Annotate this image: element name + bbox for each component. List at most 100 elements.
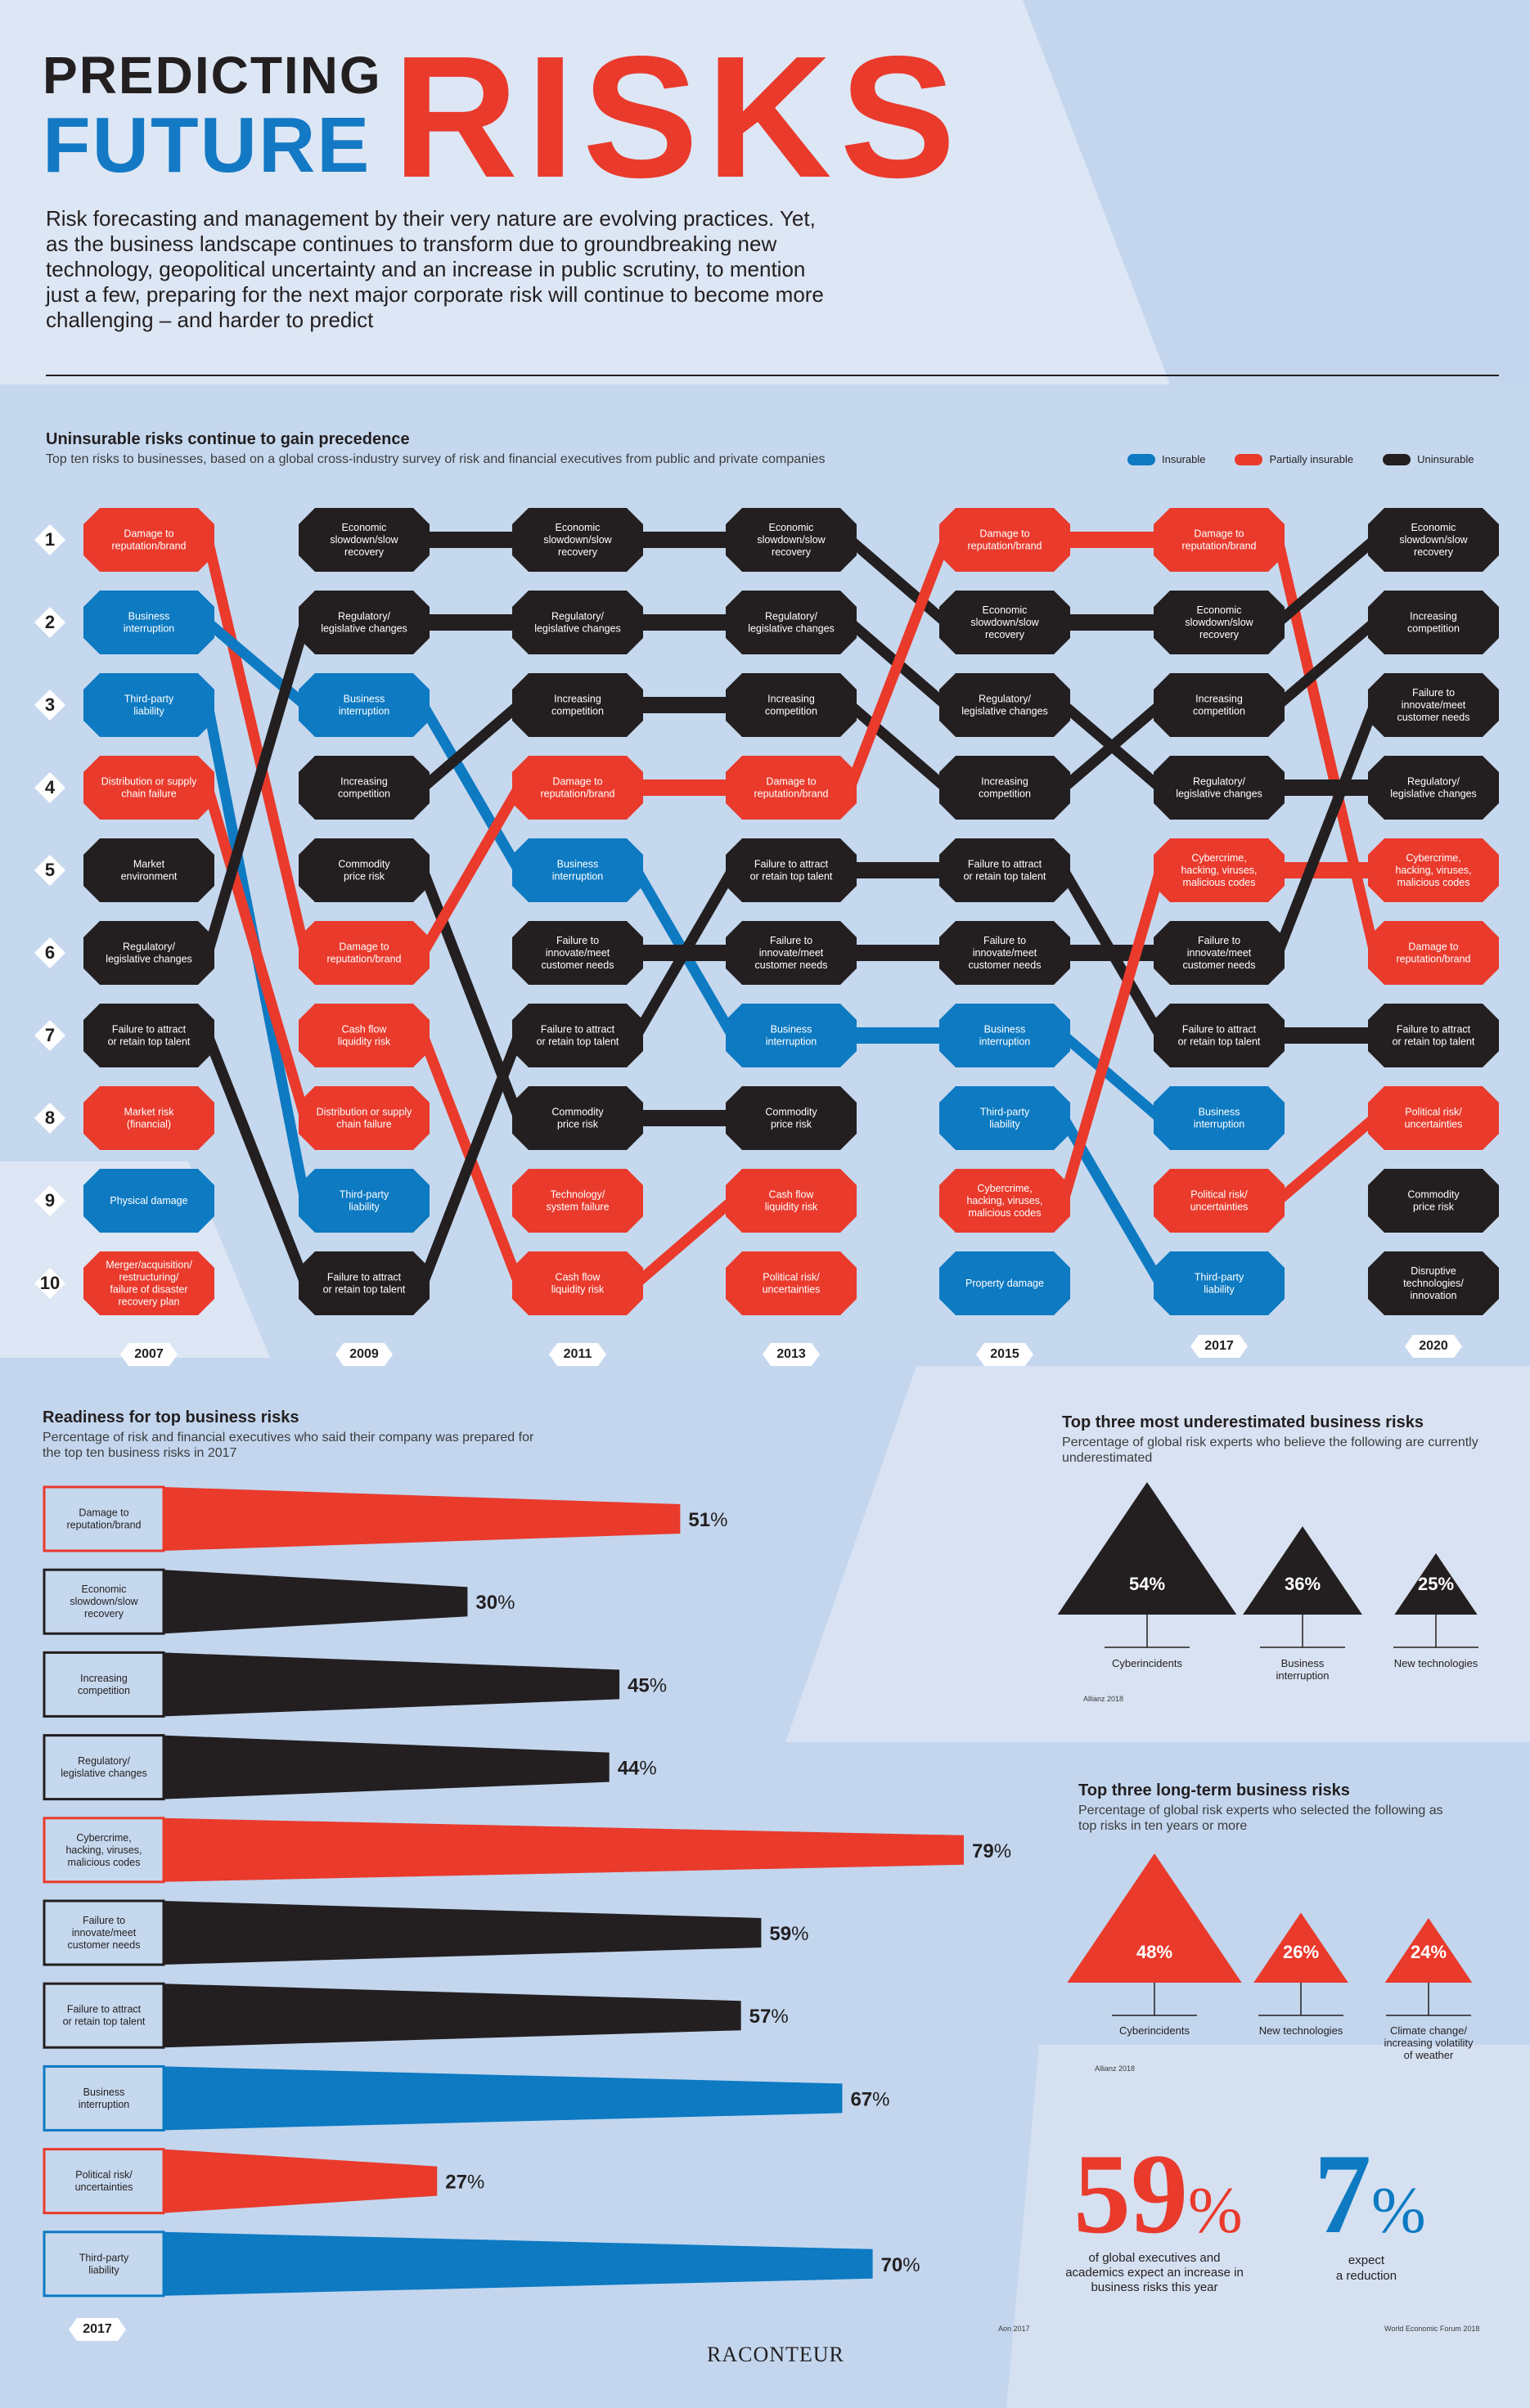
rank-box xyxy=(939,838,1070,902)
title-line2: FUTURE xyxy=(43,101,371,189)
underestimated-title: Top three most underestimated business r… xyxy=(1062,1413,1424,1431)
rank-box xyxy=(1368,1251,1499,1315)
rank-connector xyxy=(418,784,524,956)
rank-box xyxy=(939,921,1070,985)
brand-logo: RACONTEUR xyxy=(707,2343,844,2366)
rank-box-label: Failure to attract or retain top talent xyxy=(323,1272,406,1296)
rank-box-label: Increasing competition xyxy=(765,694,817,717)
rank-box xyxy=(1368,1086,1499,1150)
rank-box xyxy=(726,1004,857,1067)
readiness-subtitle: Percentage of risk and financial executi… xyxy=(43,1431,534,1460)
rank-box-label: Technology/system failure xyxy=(546,1189,609,1213)
rank-box-label: Disruptive technologies/innovation xyxy=(1403,1265,1464,1301)
readiness-year: 2017 xyxy=(69,2318,126,2341)
rank-box xyxy=(1368,673,1499,737)
rank-box-label: Economic slowdown/slow recovery xyxy=(543,522,612,558)
rank-box xyxy=(1154,838,1285,902)
legend-label: Insurable xyxy=(1162,453,1206,465)
rank-box xyxy=(512,1086,643,1150)
rank-box-label: Damage to reputation/brand xyxy=(1396,941,1470,965)
rank-box xyxy=(83,1169,214,1233)
rank-box xyxy=(512,1251,643,1315)
rank-connector xyxy=(1058,869,1166,1202)
rank-box xyxy=(512,1004,643,1067)
rank-box xyxy=(939,1169,1070,1233)
rank-box-label: Political risk/uncertainties xyxy=(763,1272,821,1296)
rank-box xyxy=(1154,673,1285,737)
rank-box-label: Increasing competition xyxy=(338,776,390,800)
year-label: 2015 xyxy=(976,1343,1033,1366)
rank-box-label: Market environment xyxy=(121,859,178,883)
rank-box xyxy=(1154,591,1285,654)
longterm-title: Top three long-term business risks xyxy=(1078,1781,1350,1799)
rank-box xyxy=(1154,756,1285,820)
rank-box xyxy=(726,591,857,654)
rank-box-label: Damage to reputation/brand xyxy=(326,941,401,965)
intro-text: Risk forecasting and management by their… xyxy=(46,206,824,332)
stat-increase-symbol: % xyxy=(1188,2175,1243,2247)
rank-box xyxy=(299,921,430,985)
rank-box-label: Economic slowdown/slow recovery xyxy=(757,522,826,558)
rank-box-label: Cash flow liquidity risk xyxy=(338,1024,391,1048)
rank-box xyxy=(939,591,1070,654)
rank-box-label: Economic slowdown/slow recovery xyxy=(1185,604,1253,640)
rank-box xyxy=(1154,508,1285,572)
rank-box xyxy=(512,838,643,902)
ranking-chart: Damage to reputation/brand Business interru… xyxy=(83,508,1499,1315)
rank-connector xyxy=(417,1033,524,1286)
longterm-source: Allianz 2018 xyxy=(1095,2064,1136,2073)
rank-box-label: Third-party liability xyxy=(340,1189,389,1213)
rank-box-label: Cash flow liquidity risk xyxy=(551,1272,605,1296)
rank-connector xyxy=(1272,703,1380,955)
rank-connector xyxy=(846,536,950,627)
rank-box-label: Damage to reputation/brand xyxy=(540,776,614,800)
rank-box-label: Economic slowdown/slow recovery xyxy=(1399,522,1468,558)
legend-swatch xyxy=(1383,453,1411,465)
rank-connector xyxy=(844,537,952,790)
rank-box-label: Commodity price risk xyxy=(1407,1189,1460,1213)
rank-connector xyxy=(1060,1031,1164,1122)
rank-box-label: Failure to attract or retain top talent xyxy=(750,859,833,883)
rank-connector xyxy=(202,538,311,955)
rank-box xyxy=(1368,508,1499,572)
rank-box xyxy=(726,1251,857,1315)
rank-connector xyxy=(419,701,523,792)
rank-box-label: Regulatory/legislative changes xyxy=(961,694,1048,717)
rank-box-label: Regulatory/legislative changes xyxy=(321,611,407,635)
rank-box xyxy=(939,1086,1070,1150)
rank-box-label: Commodity price risk xyxy=(765,1107,817,1130)
rank-connector xyxy=(1060,701,1164,792)
rank-box xyxy=(726,673,857,737)
rank-box xyxy=(939,1251,1070,1315)
rank-box xyxy=(83,1086,214,1150)
legend-label: Uninsurable xyxy=(1417,453,1474,465)
rank-box-label: Distribution or supply chain failure xyxy=(101,776,197,800)
rank-box xyxy=(83,1251,214,1315)
rank-box-label: Failure to attract or retain top talent xyxy=(537,1024,619,1048)
rank-box xyxy=(726,1169,857,1233)
rank-box-label: Damage to reputation/brand xyxy=(967,528,1042,552)
year-label: 2007 xyxy=(120,1343,178,1366)
rank-box-label: Market risk (financial) xyxy=(124,1107,174,1130)
rank-box xyxy=(939,673,1070,737)
rank-box xyxy=(1368,1169,1499,1233)
rank-box-label: Failure to attract or retain top talent xyxy=(964,859,1046,883)
rank-box-label: Failure to innovate/meet customer needs xyxy=(1397,687,1470,723)
rank-connector xyxy=(632,867,737,1039)
rank-box xyxy=(83,921,214,985)
rank-connector xyxy=(846,701,950,792)
rank-box-label: Third-party liability xyxy=(1195,1272,1244,1296)
rank-box-label: Regulatory/legislative changes xyxy=(106,941,192,965)
legend-item-partial: Partially insurable xyxy=(1235,453,1353,465)
rank-box xyxy=(1368,1004,1499,1067)
rank-box-label: Regulatory/legislative changes xyxy=(534,611,621,635)
rank-box-label: Business interruption xyxy=(552,859,604,883)
rank-box xyxy=(726,921,857,985)
rank-box-label: Merger/acquisition/restructuring/failure… xyxy=(106,1260,192,1308)
rank-box xyxy=(83,673,214,737)
rank-box xyxy=(726,838,857,902)
rank-box xyxy=(512,591,643,654)
rank-box-label: Distribution or supply chain failure xyxy=(317,1107,412,1130)
rank-box xyxy=(1154,1251,1285,1315)
